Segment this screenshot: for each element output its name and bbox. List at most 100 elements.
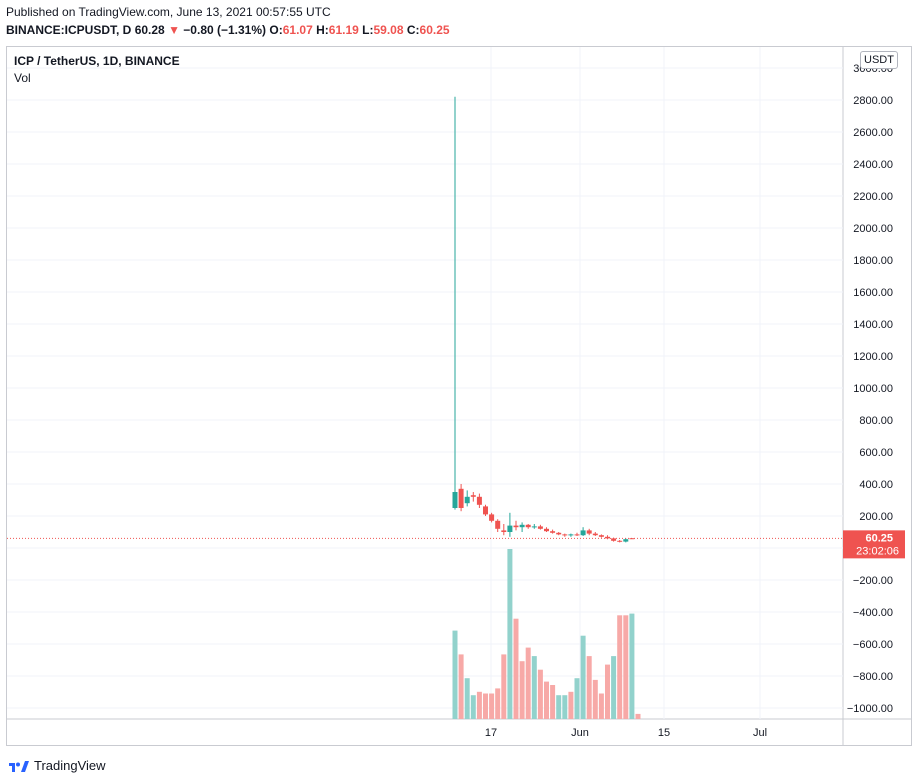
volume-bar — [531, 656, 537, 719]
volume-bar — [464, 678, 470, 719]
volume-bar — [525, 647, 531, 719]
volume-bar — [592, 679, 598, 719]
down-arrow-icon: ▼ — [168, 23, 180, 37]
candle-body — [550, 531, 556, 533]
x-tick-label: Jul — [753, 727, 767, 739]
y-tick-label: −1000.00 — [847, 703, 893, 715]
chart-legend-title: ICP / TetherUS, 1D, BINANCE — [14, 54, 180, 68]
volume-bar — [489, 693, 495, 719]
volume-bar — [635, 713, 641, 719]
y-tick-label: 2400.00 — [853, 159, 893, 171]
candle-body — [544, 528, 549, 532]
candle-body — [556, 532, 562, 535]
y-tick-label: 2600.00 — [853, 127, 893, 139]
close-label: C: — [406, 23, 420, 37]
candle-body — [470, 495, 476, 497]
symbol-ohlc-bar: BINANCE:ICPUSDT, D 60.28 ▼ −0.80 (−1.31%… — [6, 23, 450, 37]
y-tick-label: −600.00 — [853, 639, 893, 651]
y-tick-label: 2000.00 — [853, 223, 893, 235]
high-label: H: — [316, 23, 329, 37]
y-tick-label: 400.00 — [859, 479, 893, 491]
symbol-interval: BINANCE:ICPUSDT, D — [6, 23, 132, 37]
volume-bar — [574, 678, 580, 719]
low-value: 59.08 — [373, 23, 404, 37]
brand-logo[interactable]: TradingView — [8, 758, 106, 773]
volume-bar — [623, 615, 629, 719]
candle-body — [586, 530, 592, 534]
candle-body — [458, 488, 464, 508]
y-tick-label: 1200.00 — [853, 351, 893, 363]
volume-bar — [550, 685, 556, 719]
volume-bar — [617, 615, 623, 719]
volume-bar — [611, 656, 617, 719]
volume-bar — [458, 654, 464, 719]
candle-body — [562, 534, 568, 536]
y-tick-label: 600.00 — [859, 447, 893, 459]
y-tick-label: 1000.00 — [853, 383, 893, 395]
volume-bar — [580, 635, 586, 719]
low-label: L: — [362, 23, 374, 37]
candle-body — [464, 496, 470, 504]
y-tick-label: 200.00 — [859, 511, 893, 523]
candle-body — [537, 526, 543, 529]
open-label: O: — [269, 23, 283, 37]
last-price-tag-value: 60.25 — [865, 532, 893, 544]
volume-bar — [476, 691, 482, 719]
close-value: 60.25 — [419, 23, 450, 37]
volume-bar — [519, 661, 525, 719]
candle-body — [501, 530, 507, 532]
y-tick-label: 1400.00 — [853, 319, 893, 331]
volume-bar — [629, 613, 635, 719]
y-tick-label: −400.00 — [853, 607, 893, 619]
last-price: 60.28 — [134, 23, 165, 37]
y-tick-label: 1600.00 — [853, 287, 893, 299]
y-tick-label: 2200.00 — [853, 191, 893, 203]
candle-body — [452, 492, 458, 508]
x-tick-label: 15 — [658, 727, 670, 739]
x-tick-label: 17 — [485, 727, 497, 739]
volume-bar — [586, 656, 592, 719]
candle-body — [611, 538, 617, 541]
candle-body — [513, 525, 519, 528]
volume-bar — [568, 691, 574, 719]
volume-bar — [605, 664, 610, 719]
volume-bar — [501, 654, 507, 719]
candle-body — [525, 524, 531, 528]
candle-body — [598, 535, 604, 537]
brand-name: TradingView — [34, 758, 106, 773]
y-tick-label: 800.00 — [859, 415, 893, 427]
open-value: 61.07 — [282, 23, 313, 37]
candle-body — [483, 506, 488, 515]
volume-bar — [556, 695, 562, 719]
candle-body — [489, 514, 495, 521]
volume-bar — [470, 695, 476, 719]
candle-body — [531, 526, 537, 528]
volume-bar — [537, 669, 543, 719]
volume-bar — [544, 681, 549, 719]
candle-body — [495, 520, 501, 529]
candle-body — [592, 533, 598, 536]
x-tick-label: Jun — [571, 727, 589, 739]
candle-body — [617, 540, 623, 542]
candle-body — [568, 534, 574, 536]
candle-body — [507, 525, 513, 532]
high-value: 61.19 — [328, 23, 359, 37]
candle-body — [605, 536, 610, 539]
candle-body — [580, 530, 586, 536]
bar-countdown: 23:02:06 — [856, 545, 899, 557]
volume-bar — [513, 618, 519, 719]
candle-body — [574, 534, 580, 536]
tradingview-logo-icon — [9, 760, 29, 772]
candle-body — [623, 539, 629, 542]
price-change: −0.80 (−1.31%) — [183, 23, 267, 37]
volume-bar — [507, 549, 513, 719]
last-price-tag — [843, 530, 905, 559]
chart-frame — [6, 46, 912, 746]
volume-bar — [495, 688, 501, 719]
candle-body — [476, 496, 482, 505]
currency-button[interactable]: USDT — [860, 51, 898, 69]
y-tick-label: 2800.00 — [853, 95, 893, 107]
candle-body — [519, 524, 525, 528]
y-tick-label: −800.00 — [853, 671, 893, 683]
